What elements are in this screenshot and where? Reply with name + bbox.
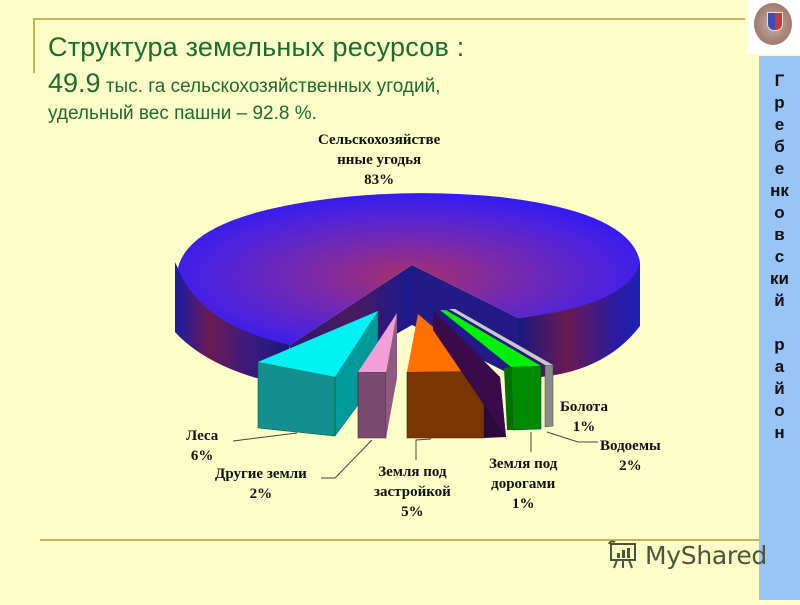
- label-water: Водоемы 2%: [600, 436, 661, 476]
- swamp-front: [544, 364, 554, 428]
- label-forest-value: 6%: [190, 448, 214, 464]
- other-top: [358, 313, 397, 372]
- subtitle-value: 49.9: [48, 68, 101, 98]
- leader-lines: [232, 431, 598, 479]
- label-water-name: Водоемы: [600, 438, 661, 454]
- label-roads-line2: дорогами: [491, 476, 556, 492]
- label-agri-line1: Сельскохозяйстве: [318, 132, 441, 148]
- slide-subtitle-line2: удельный вес пашни – 92.8 %.: [48, 103, 317, 124]
- sidebar-letter: е: [774, 159, 785, 178]
- slide-subtitle-line1: 49.9 тыс. га сельскохозяйственных угодий…: [48, 68, 441, 99]
- sidebar-letter: о: [774, 401, 785, 420]
- forest-top: [258, 311, 378, 377]
- label-forest-name: Леса: [186, 428, 219, 444]
- sidebar-letter: б: [774, 137, 785, 156]
- sidebar-letters: Г р е б е нк о в с ки й р а й о н: [759, 70, 800, 444]
- water-front: [510, 365, 542, 431]
- sidebar-letter: р: [774, 93, 785, 112]
- subtitle-rest: тыс. га сельскохозяйственных угодий,: [100, 76, 441, 97]
- sidebar-letter: Г: [774, 71, 785, 90]
- sidebar-letter: о: [774, 203, 785, 222]
- sidebar-letter: е: [774, 115, 785, 134]
- label-agri-line2: нные угодья: [337, 152, 422, 168]
- label-swamp: Болота 1%: [560, 397, 608, 437]
- roads-side: [433, 310, 506, 437]
- label-roads-value: 1%: [511, 496, 535, 512]
- label-other: Другие земли 2%: [215, 464, 307, 504]
- sidebar-letter: й: [774, 291, 785, 310]
- presentation-board-icon: [608, 540, 636, 569]
- label-other-value: 2%: [249, 486, 273, 502]
- sidebar-letter: н: [774, 423, 785, 442]
- label-swamp-name: Болота: [560, 399, 608, 415]
- label-agri-value: 83%: [364, 172, 395, 188]
- agri-top: [178, 193, 640, 345]
- sidebar-letter: й: [774, 379, 785, 398]
- watermark: MyShared: [607, 538, 767, 572]
- sidebar-letter: а: [774, 357, 785, 376]
- label-built: Земля под застройкой 5%: [374, 462, 451, 522]
- sidebar-letter: нк: [770, 181, 789, 200]
- other-front: [357, 371, 387, 439]
- top-rule: [33, 18, 745, 20]
- label-swamp-value: 1%: [572, 419, 596, 435]
- label-roads: Земля под дорогами 1%: [489, 454, 557, 514]
- label-agri: Сельскохозяйстве нные угодья 83%: [318, 130, 440, 190]
- label-built-value: 5%: [401, 504, 424, 520]
- bottom-rule: [40, 539, 760, 541]
- watermark-text: MyShared: [645, 540, 767, 570]
- sidebar-vertical-title: Г р е б е нк о в с ки й р а й о н: [759, 56, 800, 600]
- label-built-line1: Земля под: [378, 464, 447, 480]
- other-side: [386, 313, 397, 438]
- label-forest: Леса 6%: [186, 426, 218, 466]
- water-top: [440, 310, 541, 367]
- slide-title: Структура земельных ресурсов :: [48, 32, 465, 62]
- label-other-name: Другие земли: [215, 466, 307, 482]
- sidebar-letter: с: [774, 247, 785, 266]
- left-rule: [33, 18, 35, 73]
- label-built-line2: застройкой: [374, 484, 451, 500]
- water-side: [504, 367, 513, 430]
- shield-icon: [767, 12, 783, 31]
- sidebar-letter: ки: [770, 269, 789, 288]
- agri-side-right: [518, 262, 640, 378]
- label-water-value: 2%: [619, 458, 642, 474]
- label-roads-line1: Земля под: [489, 456, 558, 472]
- sidebar-letter: р: [774, 335, 785, 354]
- swamp-top: [449, 309, 553, 365]
- sidebar-letter: в: [774, 225, 785, 244]
